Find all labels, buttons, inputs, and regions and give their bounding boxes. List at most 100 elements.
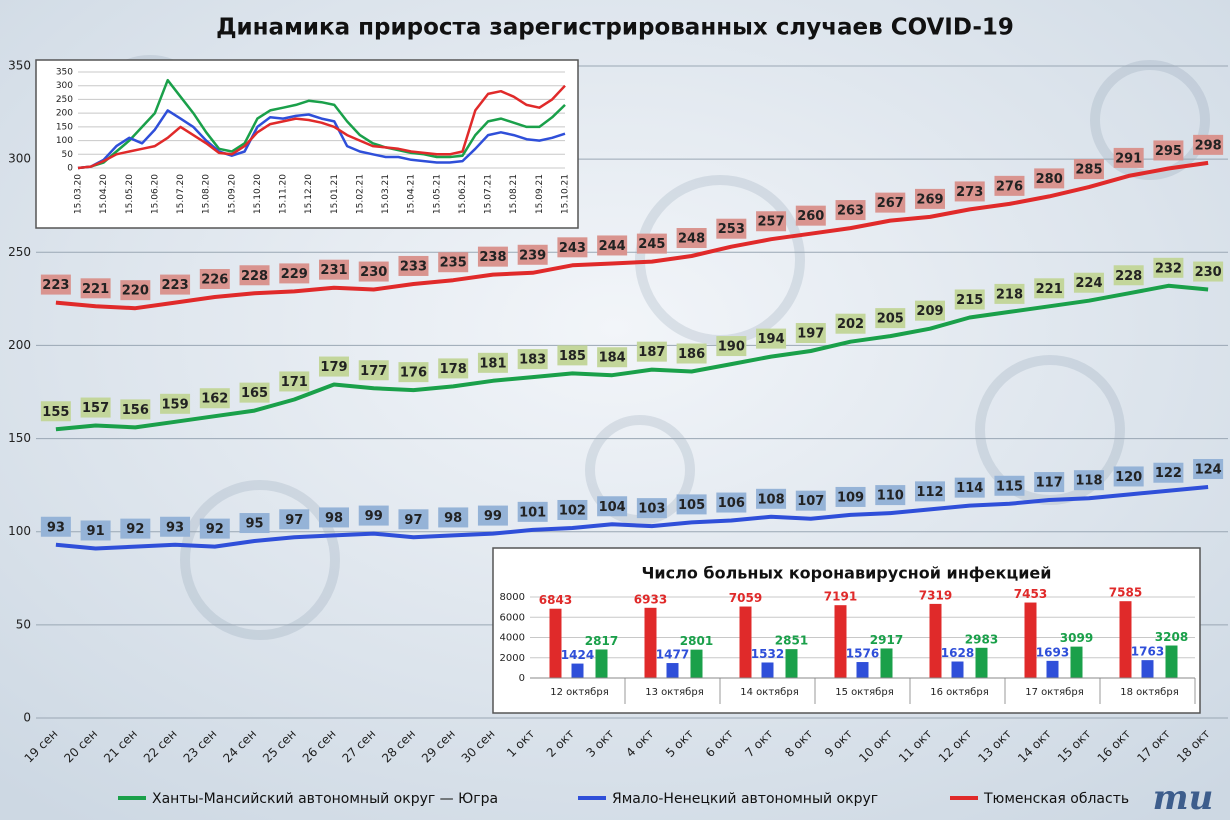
y-tick-label: 50 <box>16 617 31 631</box>
data-label: 243 <box>559 241 586 256</box>
label-box <box>756 211 787 232</box>
label-box <box>875 192 906 213</box>
series-line <box>77 109 566 170</box>
data-label: 91 <box>87 524 105 539</box>
data-label: 223 <box>161 278 188 293</box>
data-label: 248 <box>678 232 705 247</box>
data-label: 7059 <box>729 591 762 605</box>
bar <box>785 649 798 678</box>
label-box <box>835 313 866 334</box>
data-label: 231 <box>320 263 347 278</box>
data-label: 181 <box>479 356 506 371</box>
label-box <box>120 518 151 539</box>
label-box <box>199 388 230 409</box>
data-label: 177 <box>360 364 387 379</box>
data-label: 99 <box>484 509 502 524</box>
label-box <box>1034 168 1065 189</box>
data-label: 114 <box>956 481 983 496</box>
y-tick-label: 100 <box>8 524 31 538</box>
x-tick-label: 15.08.20 <box>202 174 212 214</box>
label-box <box>835 486 866 507</box>
label-box <box>160 516 191 537</box>
chart-title: Число больных коронавирусной инфекцией <box>642 564 1052 583</box>
data-label: 285 <box>1075 163 1102 178</box>
label-box <box>1113 147 1144 168</box>
data-label: 280 <box>1036 172 1063 187</box>
label-box <box>1193 134 1224 155</box>
data-label: 122 <box>1155 466 1182 481</box>
data-label: 110 <box>877 489 904 504</box>
data-label: 187 <box>638 345 665 360</box>
data-label: 183 <box>519 353 546 368</box>
data-label: 2917 <box>870 633 903 647</box>
label-box <box>954 477 985 498</box>
bar <box>975 647 988 678</box>
series-line <box>77 84 566 170</box>
data-label: 1576 <box>846 647 879 661</box>
data-label: 245 <box>638 237 665 252</box>
y-tick-label: 8000 <box>500 592 525 603</box>
bar <box>1119 601 1132 678</box>
bar <box>880 648 893 678</box>
series-line <box>55 283 1209 432</box>
data-label: 93 <box>166 520 184 535</box>
y-tick-label: 300 <box>56 81 73 91</box>
x-tick-label: 15.01.21 <box>330 174 340 214</box>
label-box <box>477 505 508 526</box>
data-label: 95 <box>245 517 263 532</box>
data-label: 108 <box>757 492 784 507</box>
data-label: 7585 <box>1109 586 1142 600</box>
data-label: 238 <box>479 250 506 265</box>
data-label: 224 <box>1075 276 1102 291</box>
bar <box>690 649 703 678</box>
x-tick-label: 15.05.21 <box>432 174 442 214</box>
data-label: 209 <box>916 304 943 319</box>
bar <box>1024 602 1037 678</box>
y-tick-label: 6000 <box>500 612 525 623</box>
series-line <box>55 160 1209 311</box>
data-label: 229 <box>281 267 308 282</box>
bar <box>644 607 657 678</box>
data-label: 1424 <box>561 648 594 662</box>
x-tick-label: 15.06.21 <box>458 174 468 214</box>
label-box <box>319 356 349 377</box>
label-box <box>239 265 270 286</box>
label-box <box>120 280 151 301</box>
label-box <box>40 274 71 295</box>
label-box <box>1153 462 1184 483</box>
label-box <box>636 498 667 519</box>
label-box <box>756 328 787 349</box>
label-box <box>597 235 628 256</box>
data-label: 107 <box>797 494 824 509</box>
label-box <box>676 343 707 364</box>
data-label: 165 <box>241 386 268 401</box>
y-tick-label: 0 <box>23 711 31 725</box>
data-label: 215 <box>956 293 983 308</box>
label-box <box>795 323 826 344</box>
data-label: 185 <box>559 349 586 364</box>
label-box <box>716 218 747 239</box>
data-label: 298 <box>1195 138 1222 153</box>
label-box <box>994 283 1025 304</box>
bar <box>549 608 562 678</box>
label-box <box>398 362 429 383</box>
label-box <box>477 246 508 267</box>
label-box <box>319 259 349 280</box>
bar <box>834 605 847 678</box>
y-tick-label: 2000 <box>500 653 525 664</box>
data-label: 6843 <box>539 593 572 607</box>
label-box <box>1193 459 1224 480</box>
bar <box>666 663 679 678</box>
legend-label: Ямало-Ненецкий автономный округ <box>612 791 878 807</box>
data-label: 228 <box>1115 269 1142 284</box>
label-box <box>557 345 588 366</box>
data-label: 115 <box>996 479 1023 494</box>
data-label: 102 <box>559 503 586 518</box>
data-label: 269 <box>916 192 943 207</box>
label-box <box>795 490 826 511</box>
data-label: 295 <box>1155 144 1182 159</box>
label-box <box>994 175 1025 196</box>
data-label: 7453 <box>1014 587 1047 601</box>
label-box <box>358 261 389 282</box>
data-label: 7191 <box>824 590 857 604</box>
